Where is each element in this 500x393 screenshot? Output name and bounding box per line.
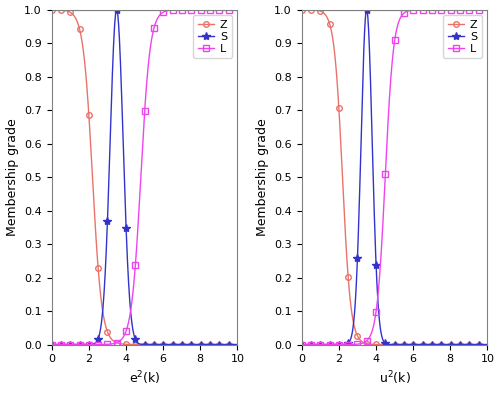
- Z: [230, 342, 236, 347]
- Z: [234, 342, 240, 347]
- Z: [138, 342, 144, 347]
- Z: [388, 342, 394, 347]
- S: [138, 342, 144, 347]
- L: [149, 34, 155, 39]
- S: [484, 342, 490, 347]
- L: [201, 7, 207, 12]
- Y-axis label: Membership grade: Membership grade: [6, 118, 18, 236]
- L: [234, 7, 240, 12]
- Line: Z: Z: [49, 7, 240, 347]
- L: [388, 74, 394, 79]
- Z: [484, 342, 490, 347]
- L: [480, 7, 486, 12]
- S: [202, 342, 207, 347]
- S: [114, 7, 120, 12]
- S: [234, 342, 240, 347]
- Line: Z: Z: [299, 7, 490, 347]
- L: [399, 13, 405, 17]
- L: [230, 7, 236, 12]
- Z: [201, 342, 207, 347]
- L: [451, 7, 457, 12]
- L: [159, 11, 165, 15]
- Line: L: L: [299, 7, 490, 347]
- S: [48, 342, 54, 347]
- Z: [298, 7, 304, 12]
- Line: S: S: [48, 6, 242, 349]
- S: [480, 342, 486, 347]
- L: [409, 8, 415, 13]
- Line: S: S: [298, 6, 492, 349]
- Z: [48, 7, 54, 12]
- S: [400, 342, 406, 347]
- L: [387, 90, 393, 94]
- Z: [480, 342, 486, 347]
- X-axis label: e$^2$(k): e$^2$(k): [128, 370, 160, 387]
- Line: L: L: [49, 7, 240, 347]
- Z: [399, 342, 405, 347]
- S: [388, 342, 394, 347]
- Z: [451, 342, 457, 347]
- Z: [159, 342, 165, 347]
- Legend: Z, S, L: Z, S, L: [443, 15, 482, 59]
- S: [410, 342, 416, 347]
- Legend: Z, S, L: Z, S, L: [193, 15, 232, 59]
- Z: [409, 342, 415, 347]
- S: [298, 342, 304, 347]
- S: [137, 342, 143, 347]
- S: [150, 342, 156, 347]
- S: [364, 7, 370, 12]
- L: [138, 171, 144, 176]
- S: [160, 342, 166, 347]
- X-axis label: u$^2$(k): u$^2$(k): [378, 370, 410, 387]
- Z: [387, 342, 393, 347]
- S: [387, 342, 393, 347]
- L: [298, 342, 304, 347]
- Z: [149, 342, 155, 347]
- L: [484, 7, 490, 12]
- L: [48, 342, 54, 347]
- L: [137, 191, 143, 196]
- S: [230, 342, 236, 347]
- Y-axis label: Membership grade: Membership grade: [256, 118, 268, 236]
- S: [452, 342, 458, 347]
- Z: [137, 342, 143, 347]
